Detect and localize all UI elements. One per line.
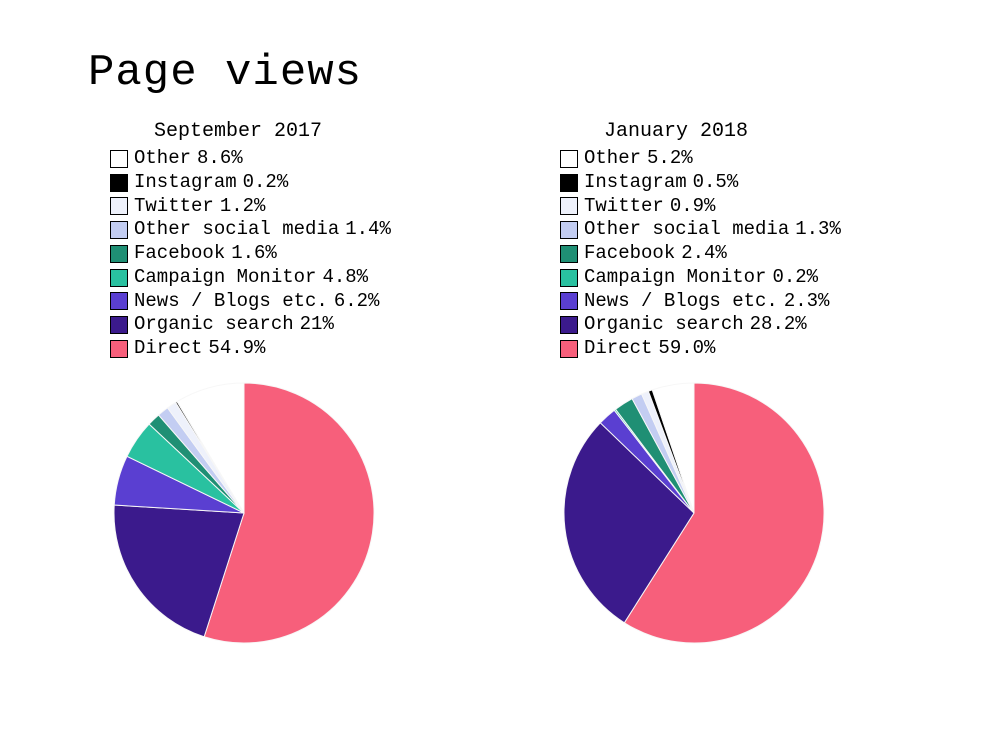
legend-label: Instagram bbox=[134, 171, 237, 195]
legend-item-other_social: Other social media 1.4% bbox=[110, 218, 490, 242]
legend-value: 59.0% bbox=[658, 337, 715, 361]
legend-value: 21% bbox=[300, 313, 334, 337]
chart-subtitle: January 2018 bbox=[604, 120, 940, 143]
legend: Other 5.2%Instagram 0.5%Twitter 0.9%Othe… bbox=[560, 147, 940, 361]
legend-label: Campaign Monitor bbox=[584, 266, 766, 290]
swatch-icon bbox=[110, 221, 128, 239]
legend-label: Other bbox=[584, 147, 641, 171]
chart-sep2017: September 2017Other 8.6%Instagram 0.2%Tw… bbox=[110, 120, 490, 647]
legend-value: 54.9% bbox=[208, 337, 265, 361]
legend-item-other: Other 8.6% bbox=[110, 147, 490, 171]
swatch-icon bbox=[560, 269, 578, 287]
legend-value: 1.3% bbox=[795, 218, 841, 242]
legend: Other 8.6%Instagram 0.2%Twitter 1.2%Othe… bbox=[110, 147, 490, 361]
swatch-icon bbox=[110, 340, 128, 358]
legend-item-twitter: Twitter 1.2% bbox=[110, 195, 490, 219]
legend-value: 1.4% bbox=[345, 218, 391, 242]
legend-value: 2.4% bbox=[681, 242, 727, 266]
legend-label: Twitter bbox=[584, 195, 664, 219]
legend-value: 28.2% bbox=[750, 313, 807, 337]
legend-value: 0.2% bbox=[772, 266, 818, 290]
legend-label: Facebook bbox=[134, 242, 225, 266]
legend-item-instagram: Instagram 0.2% bbox=[110, 171, 490, 195]
pie-chart bbox=[560, 379, 940, 647]
legend-label: Other bbox=[134, 147, 191, 171]
charts-row: September 2017Other 8.6%Instagram 0.2%Tw… bbox=[110, 120, 940, 647]
legend-label: Instagram bbox=[584, 171, 687, 195]
legend-item-direct: Direct 59.0% bbox=[560, 337, 940, 361]
legend-item-other: Other 5.2% bbox=[560, 147, 940, 171]
legend-value: 4.8% bbox=[322, 266, 368, 290]
legend-label: News / Blogs etc. bbox=[584, 290, 778, 314]
legend-value: 0.9% bbox=[670, 195, 716, 219]
legend-item-organic_search: Organic search 28.2% bbox=[560, 313, 940, 337]
legend-label: News / Blogs etc. bbox=[134, 290, 328, 314]
legend-value: 1.6% bbox=[231, 242, 277, 266]
legend-value: 0.5% bbox=[693, 171, 739, 195]
swatch-icon bbox=[110, 316, 128, 334]
legend-value: 6.2% bbox=[334, 290, 380, 314]
swatch-icon bbox=[110, 245, 128, 263]
swatch-icon bbox=[110, 174, 128, 192]
legend-item-news_blogs: News / Blogs etc. 2.3% bbox=[560, 290, 940, 314]
legend-label: Campaign Monitor bbox=[134, 266, 316, 290]
swatch-icon bbox=[560, 174, 578, 192]
swatch-icon bbox=[560, 150, 578, 168]
legend-item-other_social: Other social media 1.3% bbox=[560, 218, 940, 242]
chart-jan2018: January 2018Other 5.2%Instagram 0.5%Twit… bbox=[560, 120, 940, 647]
legend-item-direct: Direct 54.9% bbox=[110, 337, 490, 361]
swatch-icon bbox=[110, 150, 128, 168]
legend-item-facebook: Facebook 1.6% bbox=[110, 242, 490, 266]
legend-label: Twitter bbox=[134, 195, 214, 219]
legend-item-facebook: Facebook 2.4% bbox=[560, 242, 940, 266]
legend-label: Direct bbox=[134, 337, 202, 361]
legend-label: Facebook bbox=[584, 242, 675, 266]
swatch-icon bbox=[560, 221, 578, 239]
legend-item-twitter: Twitter 0.9% bbox=[560, 195, 940, 219]
legend-value: 0.2% bbox=[243, 171, 289, 195]
page: Page views September 2017Other 8.6%Insta… bbox=[0, 0, 1000, 750]
legend-item-campaign_monitor: Campaign Monitor 4.8% bbox=[110, 266, 490, 290]
legend-label: Organic search bbox=[134, 313, 294, 337]
pie-chart bbox=[110, 379, 490, 647]
legend-item-campaign_monitor: Campaign Monitor 0.2% bbox=[560, 266, 940, 290]
swatch-icon bbox=[110, 292, 128, 310]
swatch-icon bbox=[560, 340, 578, 358]
swatch-icon bbox=[560, 245, 578, 263]
legend-label: Other social media bbox=[584, 218, 789, 242]
legend-label: Other social media bbox=[134, 218, 339, 242]
legend-label: Direct bbox=[584, 337, 652, 361]
legend-item-instagram: Instagram 0.5% bbox=[560, 171, 940, 195]
legend-item-news_blogs: News / Blogs etc. 6.2% bbox=[110, 290, 490, 314]
legend-value: 2.3% bbox=[784, 290, 830, 314]
swatch-icon bbox=[110, 197, 128, 215]
swatch-icon bbox=[560, 316, 578, 334]
legend-value: 1.2% bbox=[220, 195, 266, 219]
chart-subtitle: September 2017 bbox=[154, 120, 490, 143]
swatch-icon bbox=[560, 197, 578, 215]
swatch-icon bbox=[110, 269, 128, 287]
page-title: Page views bbox=[88, 48, 362, 98]
legend-value: 8.6% bbox=[197, 147, 243, 171]
legend-label: Organic search bbox=[584, 313, 744, 337]
legend-item-organic_search: Organic search 21% bbox=[110, 313, 490, 337]
swatch-icon bbox=[560, 292, 578, 310]
legend-value: 5.2% bbox=[647, 147, 693, 171]
